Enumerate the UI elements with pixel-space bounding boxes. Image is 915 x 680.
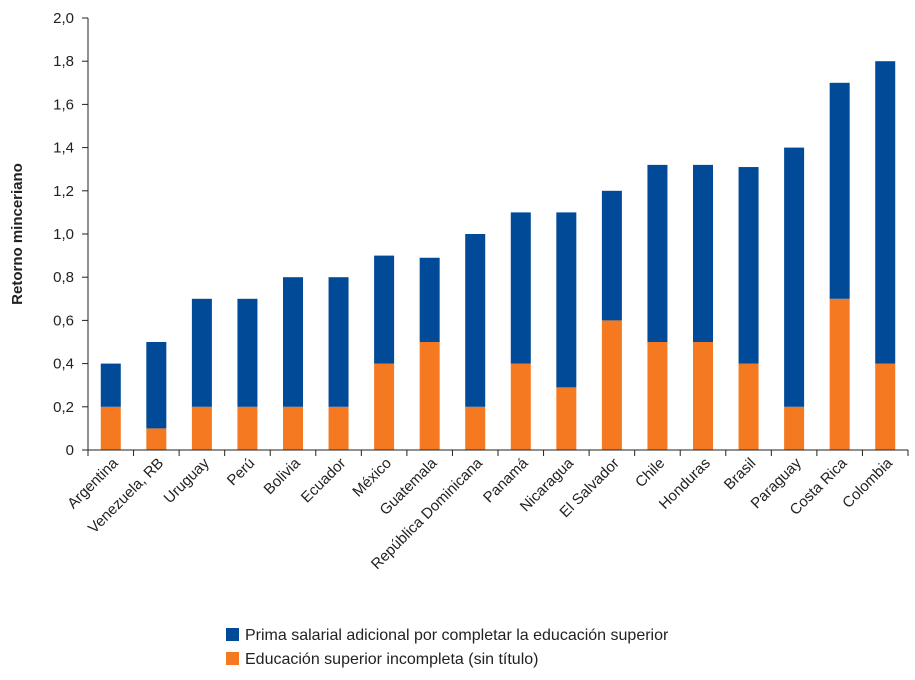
bar-incompleta-6	[374, 363, 395, 450]
bar-prima-12	[647, 164, 668, 342]
bar-prima-14	[738, 167, 759, 364]
legend-swatch	[226, 652, 239, 665]
bar-prima-0	[100, 363, 121, 407]
bar-incompleta-0	[100, 406, 121, 450]
bar-incompleta-10	[556, 387, 577, 450]
y-tick-label: 0,6	[53, 312, 74, 329]
y-tick-label: 1,8	[53, 53, 74, 70]
bar-incompleta-3	[237, 406, 258, 450]
y-tick-label: 0,8	[53, 269, 74, 286]
bar-incompleta-7	[419, 342, 440, 450]
bar-incompleta-12	[647, 342, 668, 450]
legend-swatch	[226, 628, 239, 641]
bar-prima-7	[419, 257, 440, 342]
legend: Prima salarial adicional por completar l…	[226, 627, 669, 668]
x-category-label: Chile	[632, 455, 668, 491]
bar-incompleta-13	[693, 342, 713, 450]
y-tick-label: 0,2	[53, 399, 74, 416]
bar-incompleta-2	[191, 406, 212, 450]
bar-prima-2	[191, 298, 212, 407]
bar-incompleta-4	[283, 406, 303, 450]
y-tick-label: 1,0	[53, 226, 74, 243]
x-category-label: Brasil	[721, 455, 760, 494]
bar-incompleta-15	[784, 406, 805, 450]
bar-incompleta-16	[829, 298, 850, 450]
x-category-label: Colombia	[839, 454, 896, 511]
bar-incompleta-1	[146, 428, 167, 450]
bar-prima-3	[237, 298, 258, 407]
legend-label: Prima salarial adicional por completar l…	[245, 627, 669, 644]
bar-prima-15	[784, 147, 805, 407]
x-category-label: Perú	[224, 455, 258, 489]
bar-incompleta-8	[465, 406, 486, 450]
bar-prima-10	[556, 212, 577, 388]
bar-incompleta-14	[738, 363, 759, 450]
x-category-label: Uruguay	[161, 454, 213, 506]
bar-prima-1	[146, 342, 167, 429]
x-category-label: Bolivia	[261, 454, 305, 498]
bar-prima-8	[465, 234, 486, 407]
y-tick-label: 1,4	[53, 140, 74, 157]
bar-prima-5	[328, 277, 349, 407]
bar-incompleta-11	[601, 320, 622, 450]
bar-prima-17	[875, 61, 896, 364]
bar-incompleta-9	[510, 363, 531, 450]
legend-label: Educación superior incompleta (sin títul…	[245, 651, 538, 668]
bar-prima-6	[374, 255, 395, 364]
y-tick-label: 2,0	[53, 10, 74, 27]
bar-prima-16	[829, 82, 850, 299]
y-axis-title: Retorno minceriano	[9, 163, 26, 305]
y-tick-label: 0,4	[53, 356, 74, 373]
bar-prima-9	[510, 212, 531, 364]
x-category-label: México	[349, 455, 395, 501]
y-tick-label: 0	[66, 442, 74, 459]
bar-incompleta-5	[328, 406, 349, 450]
y-tick-label: 1,6	[53, 96, 74, 113]
bar-prima-11	[601, 190, 622, 321]
bar-prima-4	[283, 277, 303, 407]
y-tick-label: 1,2	[53, 183, 74, 200]
y-ticks-group: 0 0,2 0,4 0,6 0,8 1,0 1,2 1,4 1,6 1,8 2,0	[53, 10, 88, 459]
bar-incompleta-17	[875, 363, 896, 450]
x-category-label: Ecuador	[298, 455, 350, 507]
bars-group	[100, 61, 896, 450]
bar-prima-13	[693, 164, 713, 342]
